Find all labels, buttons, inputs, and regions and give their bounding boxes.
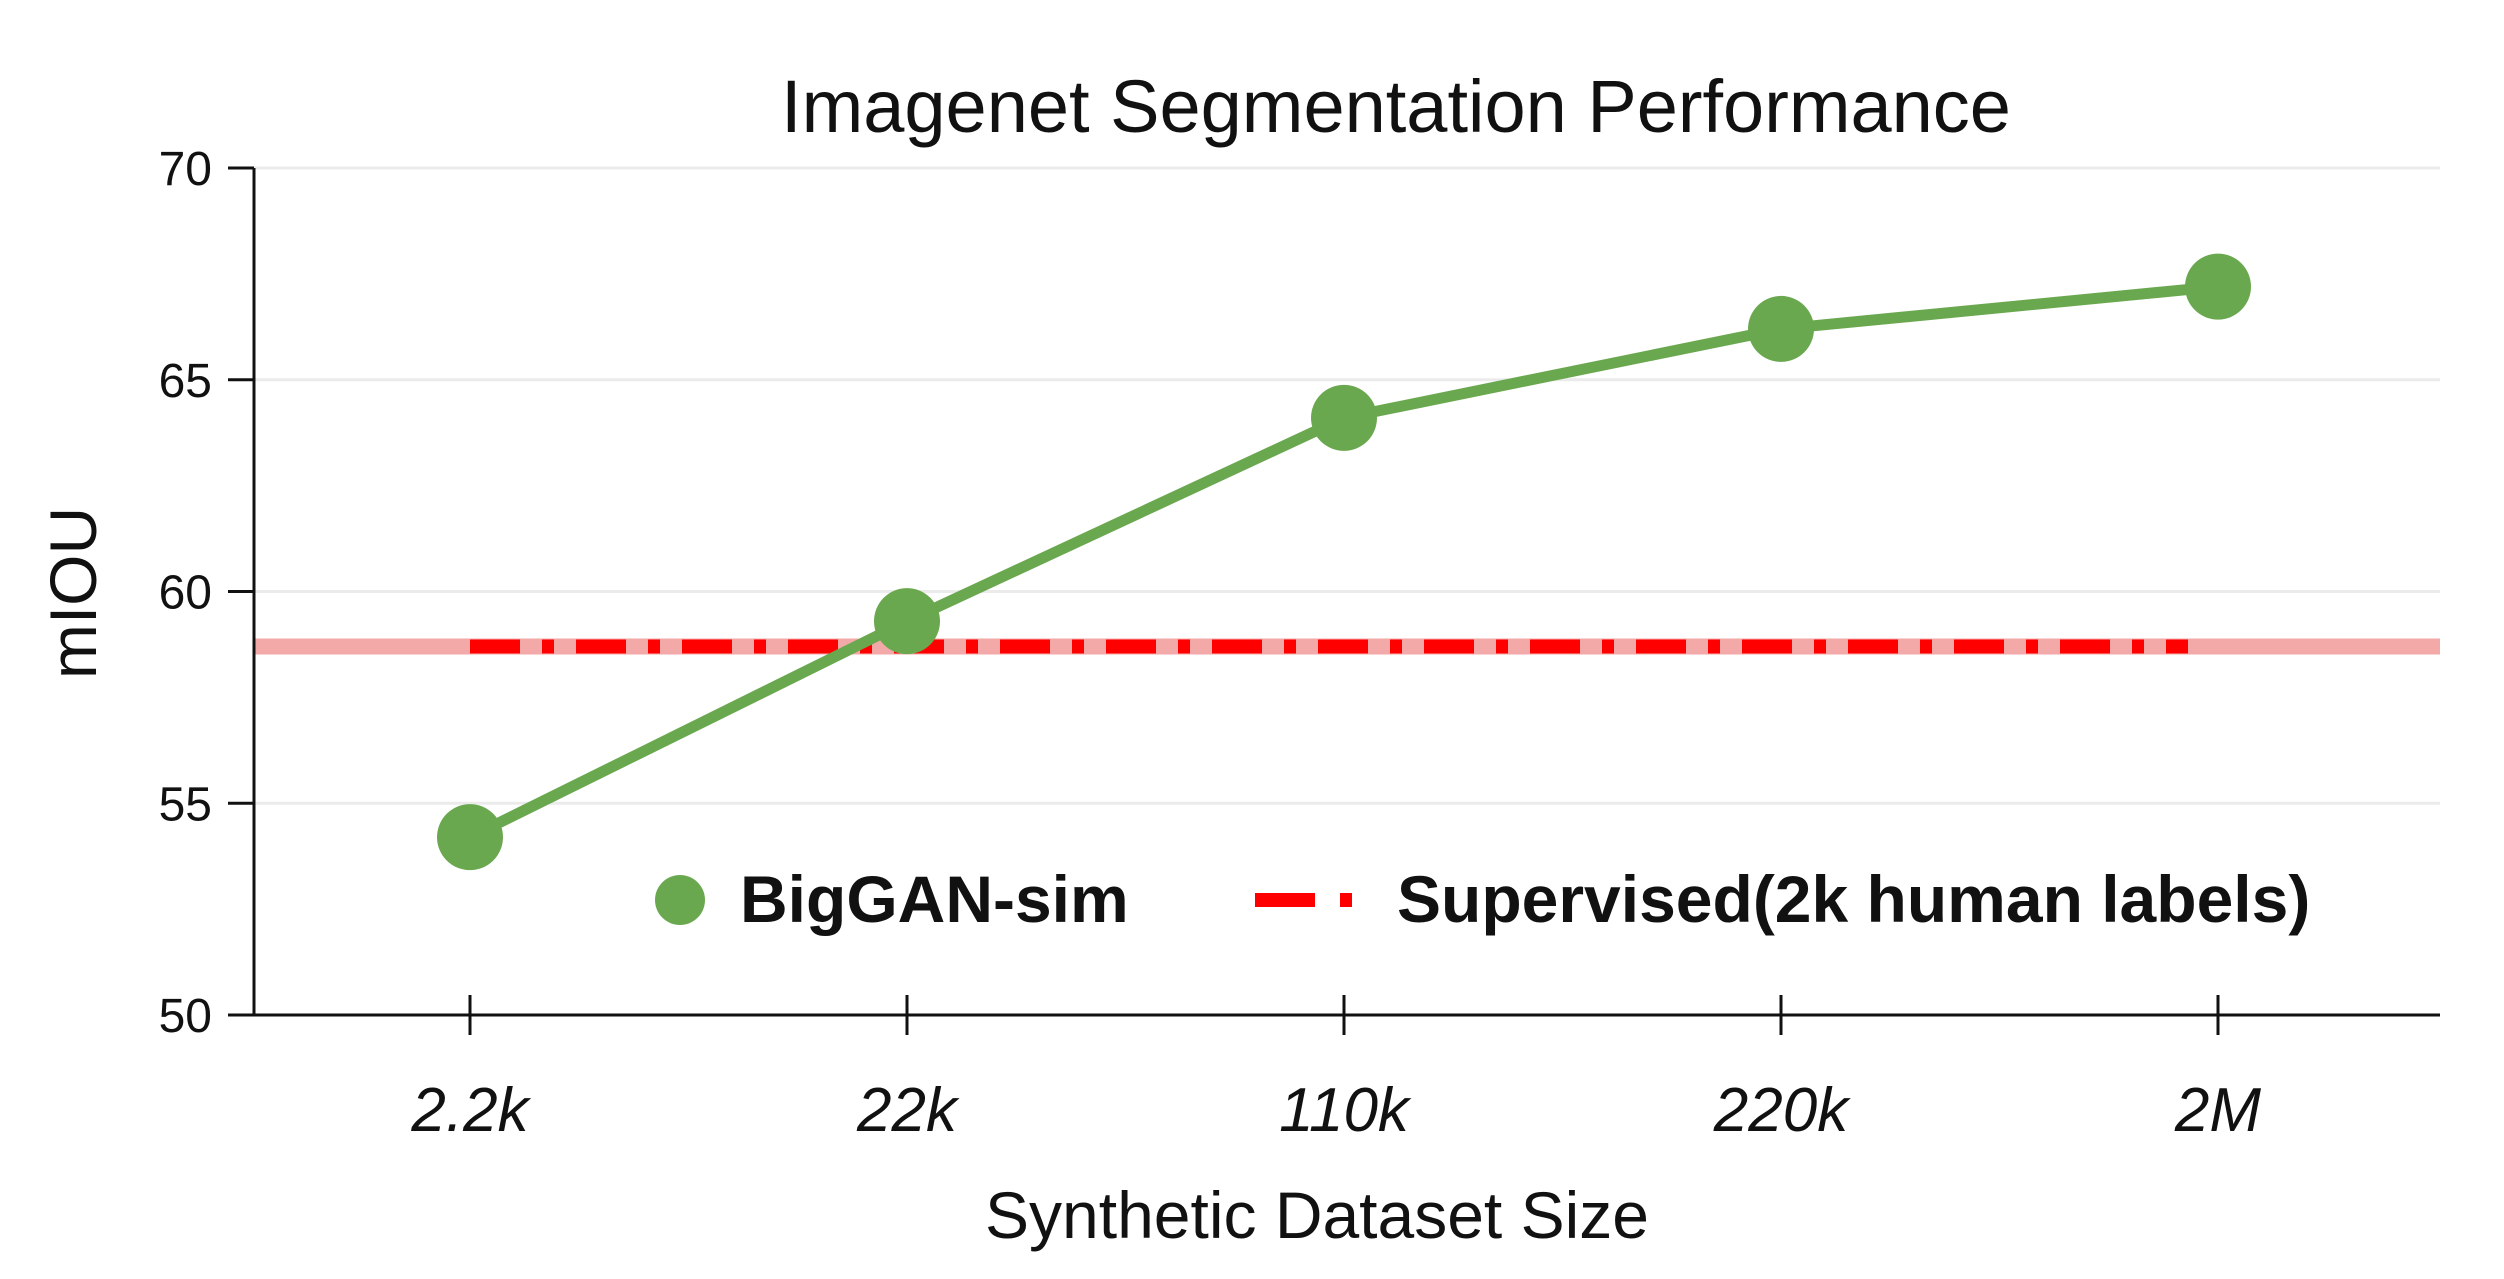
x-tick-label-2.2k: 2.2k [410,1076,531,1145]
series-line-0 [467,281,2219,843]
y-tick-label-60: 60 [159,567,212,620]
y-ticks: 50 55 60 65 70 [159,143,254,1043]
data-point-220k [1748,295,1814,362]
legend-label-biggan-sim: BigGAN-sim [740,862,1129,936]
gridlines [254,166,2440,805]
legend-label-supervised: Supervised(2k human labels) [1397,862,2310,936]
x-ticks: 2.2k 22k 110k 220k 2M [410,995,2261,1145]
y-tick-label-55: 55 [159,778,212,831]
data-point-2.2k [437,804,503,871]
y-tick-label-50: 50 [159,990,212,1043]
y-axis-label: mIOU [36,507,110,679]
y-tick-label-70: 70 [159,143,212,196]
data-point-110k [1311,384,1377,451]
y-tick-label-65: 65 [159,355,212,408]
x-tick-label-220k: 220k [1713,1076,1851,1145]
legend: BigGAN-sim Supervised(2k human labels) [655,862,2310,936]
legend-marker-biggan-sim [655,875,705,925]
x-tick-label-22k: 22k [856,1076,960,1145]
data-point-22k [874,588,940,655]
x-axis-label: Synthetic Dataset Size [985,1178,1649,1252]
series-group [437,253,2251,871]
data-point-2M [2185,253,2251,320]
x-tick-label-2M: 2M [2174,1076,2261,1145]
x-tick-label-110k: 110k [1279,1076,1412,1145]
chart-title: Imagenet Segmentation Performance [781,65,2011,148]
